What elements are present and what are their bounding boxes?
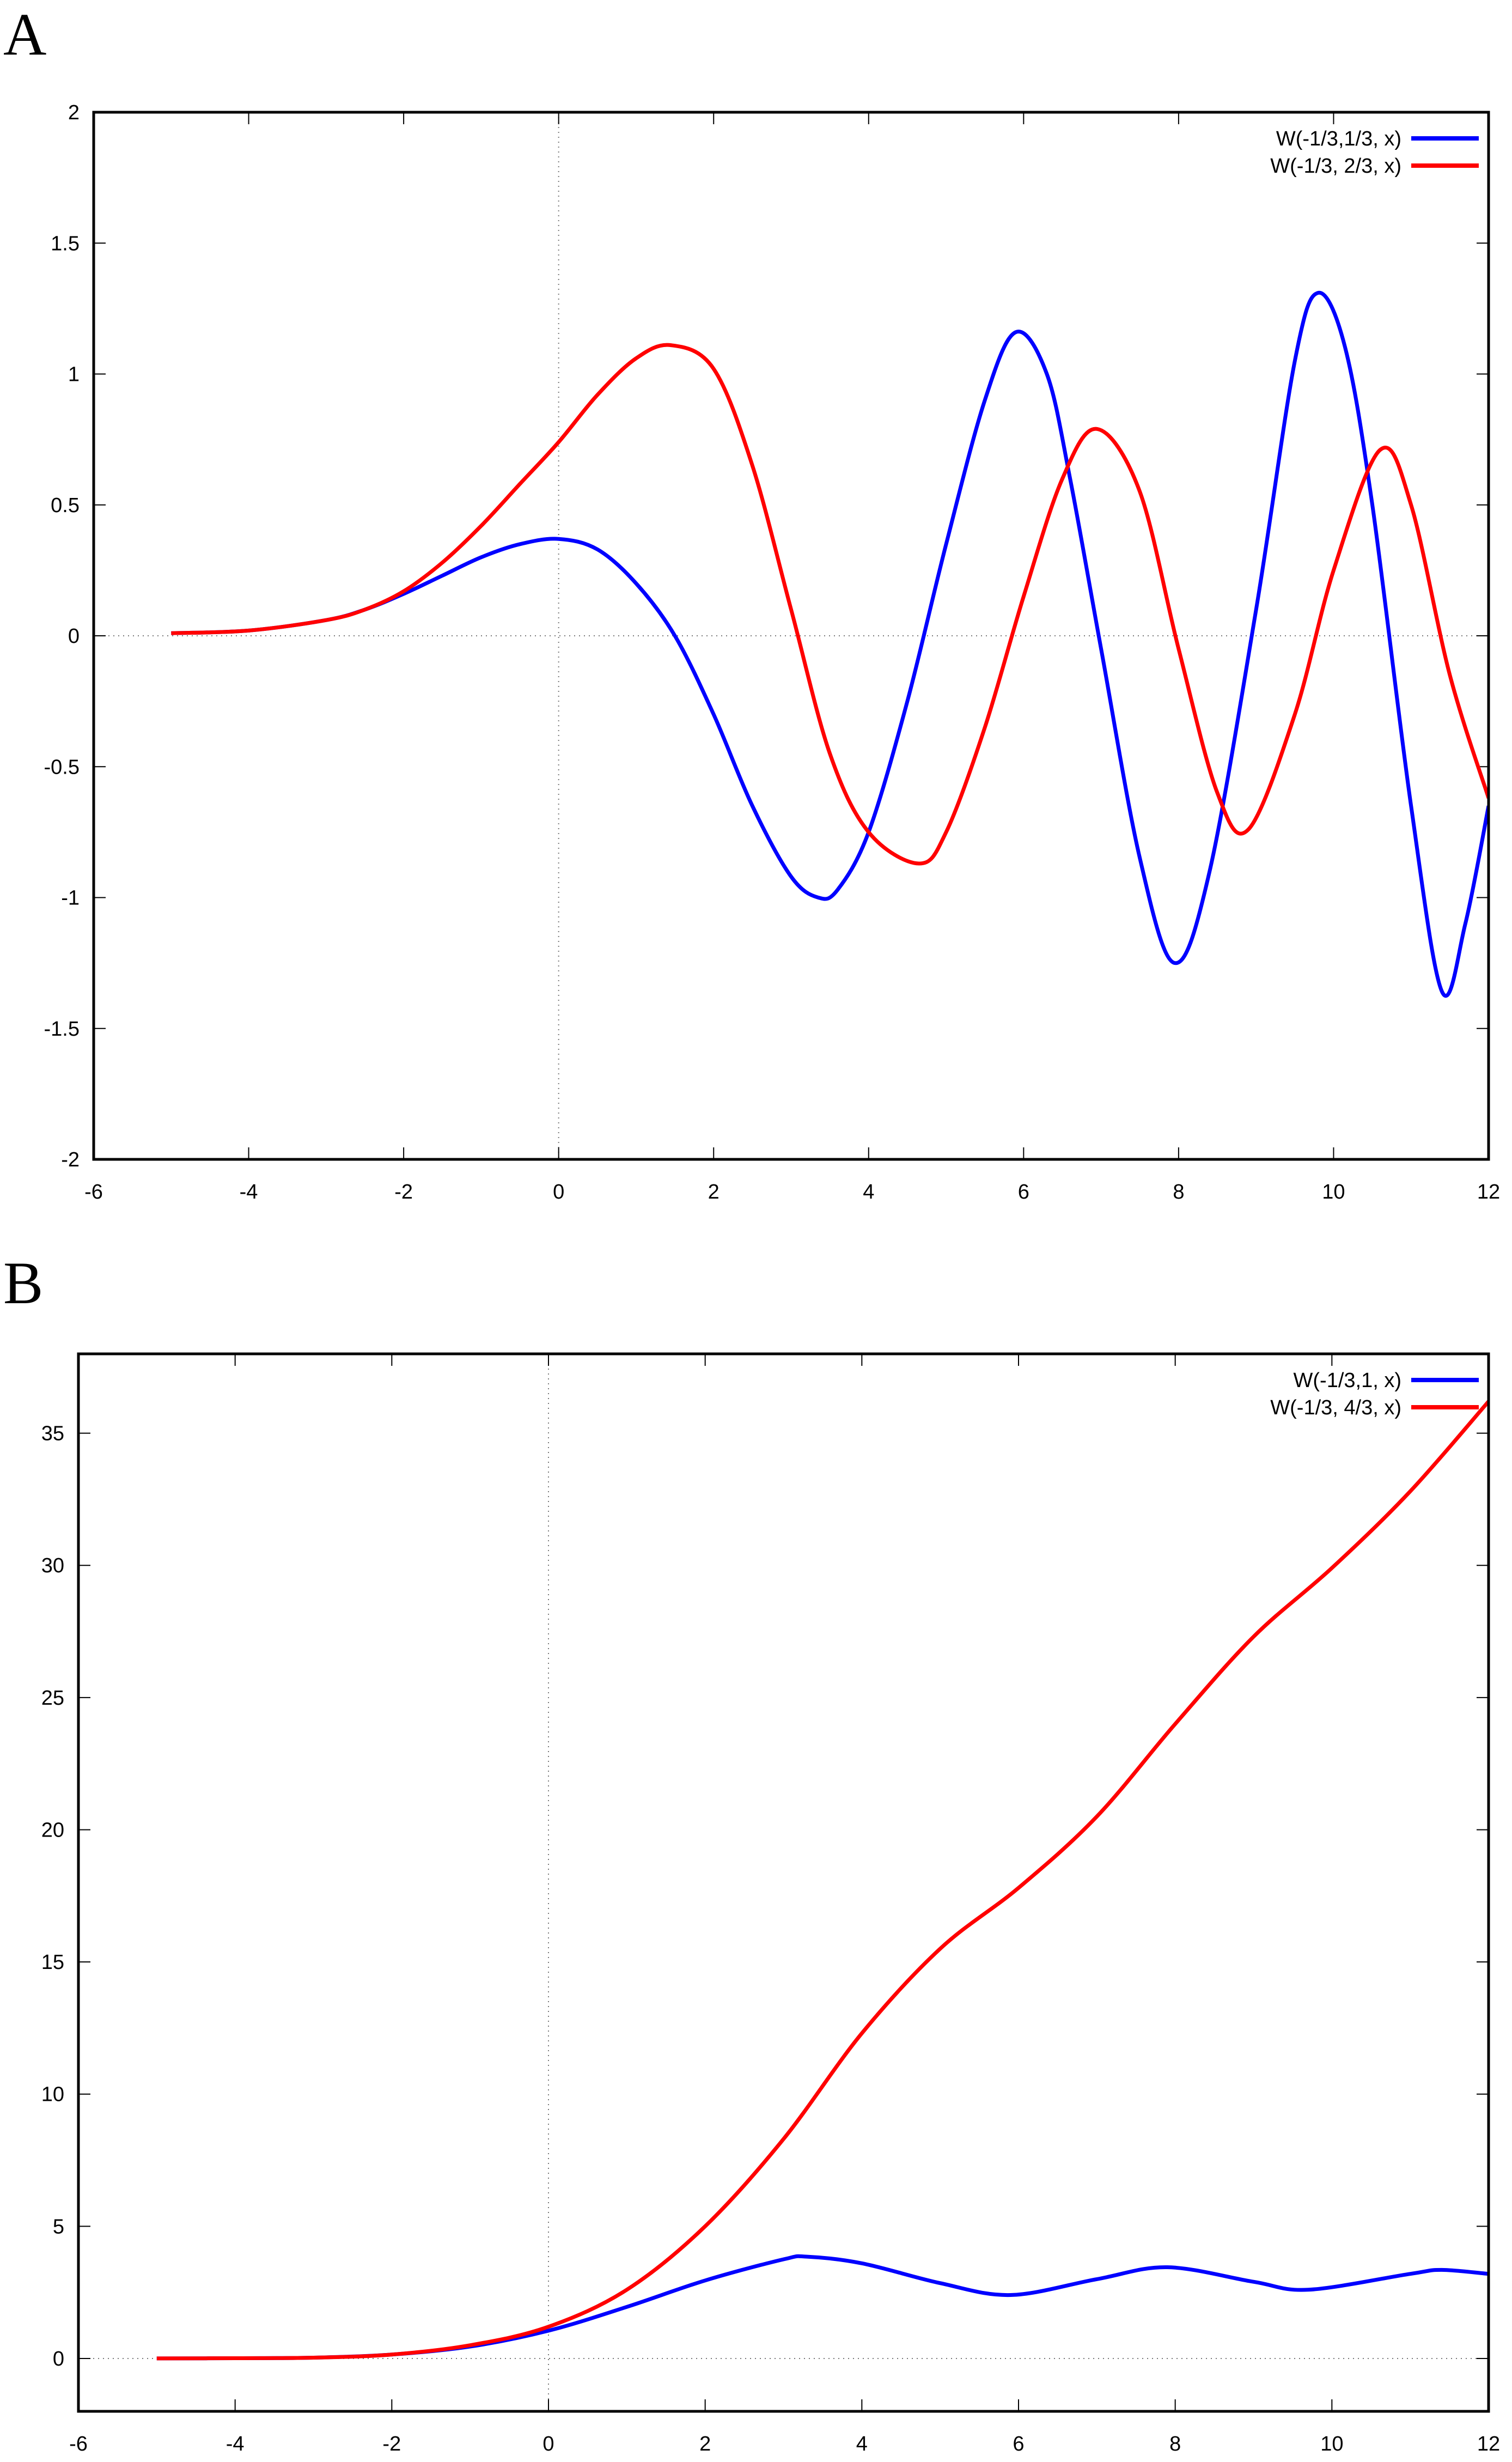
y-tick-label: -2 [61, 1148, 80, 1171]
panel-label-a: A [3, 1, 47, 68]
x-tick-label: 0 [542, 2433, 554, 2455]
y-tick-label: 20 [41, 1819, 64, 1841]
y-tick-label: -0.5 [44, 756, 80, 779]
y-tick-label: 35 [41, 1423, 64, 1445]
x-tick-label: -2 [382, 2433, 401, 2455]
legend-label: W(-1/3, 4/3, x) [1270, 1396, 1401, 1419]
x-tick-label: 12 [1477, 2433, 1500, 2455]
panel-label-b: B [3, 1250, 44, 1316]
x-tick-label: 12 [1477, 1181, 1500, 1203]
x-tick-label: -4 [240, 1181, 258, 1203]
y-tick-label: 25 [41, 1687, 64, 1710]
x-tick-label: -2 [394, 1181, 413, 1203]
plot-border [77, 1352, 1490, 2413]
series-line-0 [171, 290, 1489, 998]
x-tick-label: 6 [1013, 2433, 1024, 2455]
series-line-1 [156, 1400, 1489, 2361]
chart-a: -6 -4 -2 0 2 4 6 8 10 12 -2 -1.5 -1 -0.5 0 0.5 1 1.5 2 W(-1… [44, 101, 1501, 1203]
x-tick-label: 6 [1018, 1181, 1029, 1203]
legend-label: W(-1/3, 2/3, x) [1270, 155, 1401, 178]
legend-label: W(-1/3,1, x) [1294, 1369, 1401, 1392]
y-tick-label: 1.5 [51, 232, 80, 255]
y-tick-label: -1.5 [44, 1018, 80, 1041]
x-tick-label: -4 [226, 2433, 245, 2455]
x-tick-label: 2 [708, 1181, 720, 1203]
x-tick-label: 0 [553, 1181, 564, 1203]
y-tick-label: 0 [68, 625, 80, 648]
y-tick-label: 1 [68, 363, 80, 386]
y-tick-label: 10 [41, 2083, 64, 2106]
x-tick-label: 10 [1322, 1181, 1345, 1203]
x-tick-label: -6 [84, 1181, 103, 1203]
plot-border [92, 111, 1490, 1161]
series-line-1 [171, 343, 1489, 866]
legend-label: W(-1/3,1/3, x) [1276, 127, 1401, 150]
x-tick-label: 8 [1173, 1181, 1184, 1203]
x-tick-label: -6 [69, 2433, 88, 2455]
y-tick-label: 0 [53, 2348, 64, 2370]
y-tick-label: 15 [41, 1951, 64, 1974]
x-tick-label: 10 [1320, 2433, 1343, 2455]
x-tick-label: 4 [856, 2433, 868, 2455]
y-tick-label: 0.5 [51, 494, 80, 517]
y-tick-label: -1 [61, 887, 80, 910]
x-tick-label: 2 [699, 2433, 711, 2455]
x-tick-label: 8 [1169, 2433, 1181, 2455]
x-tick-label: 4 [863, 1181, 874, 1203]
y-tick-label: 5 [53, 2215, 64, 2238]
y-tick-label: 30 [41, 1554, 64, 1577]
series-line-0 [156, 2254, 1489, 2361]
y-tick-label: 2 [68, 101, 80, 124]
